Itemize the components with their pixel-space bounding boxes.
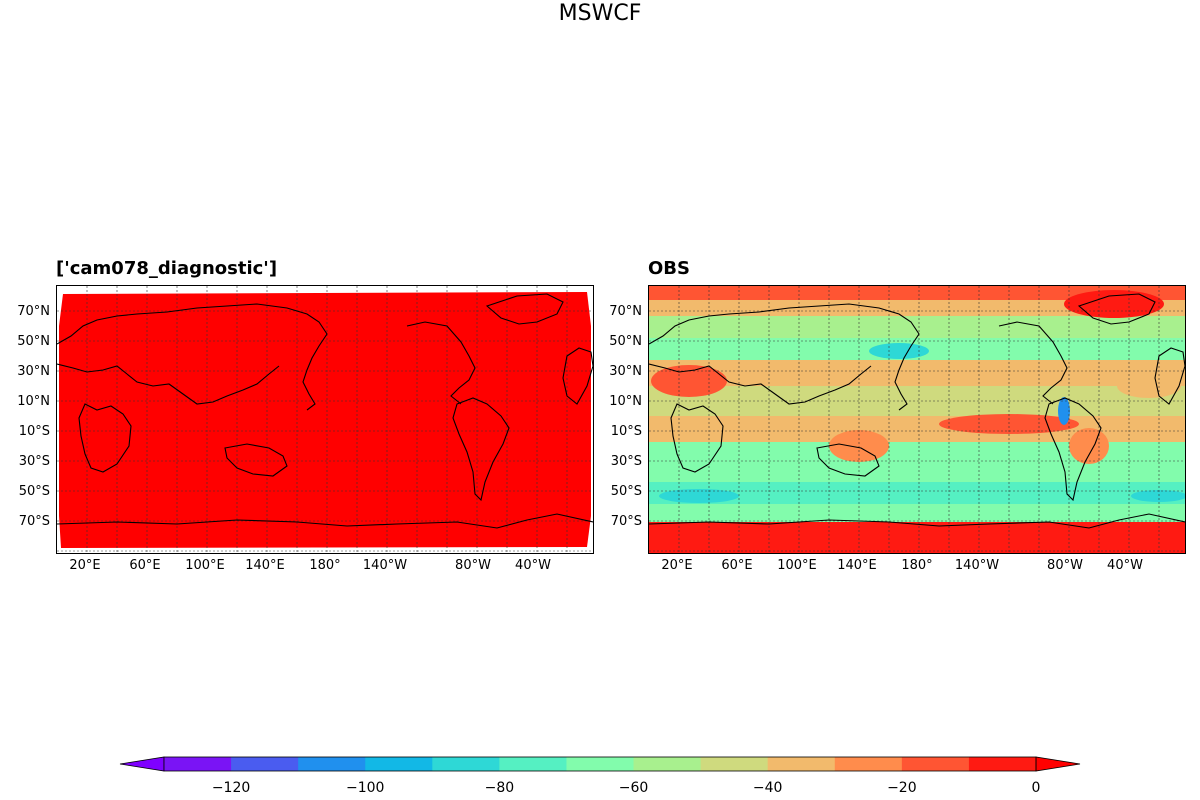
colorbar-segment	[901, 757, 970, 771]
colorbar-segment	[834, 757, 903, 771]
colorbar-segment	[499, 757, 567, 771]
lon-tick-label: 40°W	[1107, 558, 1143, 573]
colorbar-segment	[164, 757, 232, 771]
lat-tick-label: 10°S	[18, 424, 50, 439]
colorbar-segment	[767, 757, 836, 771]
colorbar-tick-label: 0	[1031, 780, 1041, 796]
panel-title-obs: OBS	[648, 258, 690, 279]
lon-tick-label: 40°W	[515, 558, 551, 573]
colorbar-tick-label: −60	[618, 780, 649, 796]
lon-tick-label: 140°W	[954, 558, 1000, 573]
lat-tick-label: 70°S	[610, 514, 642, 529]
colorbar-segment	[700, 757, 769, 771]
lon-tick-label: 140°E	[837, 558, 877, 573]
lon-tick-label: 80°W	[455, 558, 491, 573]
lon-tick-label: 60°E	[721, 558, 753, 573]
coastlines	[57, 293, 593, 529]
lat-tick-label: 30°N	[17, 364, 50, 379]
map-obs-canvas	[649, 286, 1185, 553]
panel-title-model: ['cam078_diagnostic']	[56, 258, 278, 279]
lat-tick-label: 10°N	[609, 394, 642, 409]
colorbar-tick-label: −40	[752, 780, 783, 796]
lat-tick-label: 50°S	[18, 484, 50, 499]
map-model	[56, 285, 594, 554]
colorbar-segment	[298, 757, 366, 771]
colorbar-segment	[432, 757, 500, 771]
lat-tick-label: 50°N	[17, 334, 50, 349]
colorbar-segment	[566, 757, 635, 771]
graticule	[649, 286, 1185, 553]
lat-tick-label: 30°S	[610, 454, 642, 469]
lat-tick-label: 10°N	[17, 394, 50, 409]
lon-tick-label: 100°E	[185, 558, 225, 573]
map-obs	[648, 285, 1186, 554]
lon-tick-label: 140°W	[362, 558, 408, 573]
colorbar-segment	[365, 757, 433, 771]
lon-tick-label: 20°E	[69, 558, 101, 573]
graticule	[57, 286, 593, 553]
lat-tick-label: 70°S	[18, 514, 50, 529]
colorbar-tick-label: −120	[211, 780, 251, 796]
colorbar-extend-min	[119, 756, 165, 772]
lon-tick-label: 80°W	[1047, 558, 1083, 573]
lat-tick-label: 70°N	[609, 304, 642, 319]
lon-tick-label: 180°	[901, 558, 933, 573]
model-field-fill	[59, 292, 591, 548]
lon-tick-label: 140°E	[245, 558, 285, 573]
lat-tick-label: 70°N	[17, 304, 50, 319]
colorbar-segment	[231, 757, 299, 771]
lat-tick-label: 30°N	[609, 364, 642, 379]
lat-tick-label: 30°S	[18, 454, 50, 469]
colorbar-tick-label: −20	[887, 780, 917, 796]
lon-tick-label: 60°E	[129, 558, 161, 573]
colorbar-tick-label: −80	[484, 780, 515, 796]
lat-tick-label: 50°S	[610, 484, 642, 499]
colorbar	[119, 756, 1081, 772]
lon-tick-label: 100°E	[777, 558, 817, 573]
colorbar-extend-max	[1035, 756, 1081, 772]
lat-tick-label: 50°N	[609, 334, 642, 349]
lon-tick-label: 180°	[309, 558, 341, 573]
map-model-canvas	[57, 286, 593, 553]
coastlines	[649, 293, 1185, 529]
lon-tick-label: 20°E	[661, 558, 693, 573]
figure-title: MSWCF	[558, 1, 642, 26]
colorbar-segment	[968, 757, 1037, 771]
colorbar-tick-label: −100	[345, 780, 385, 796]
lat-tick-label: 10°S	[610, 424, 642, 439]
colorbar-segment	[633, 757, 702, 771]
